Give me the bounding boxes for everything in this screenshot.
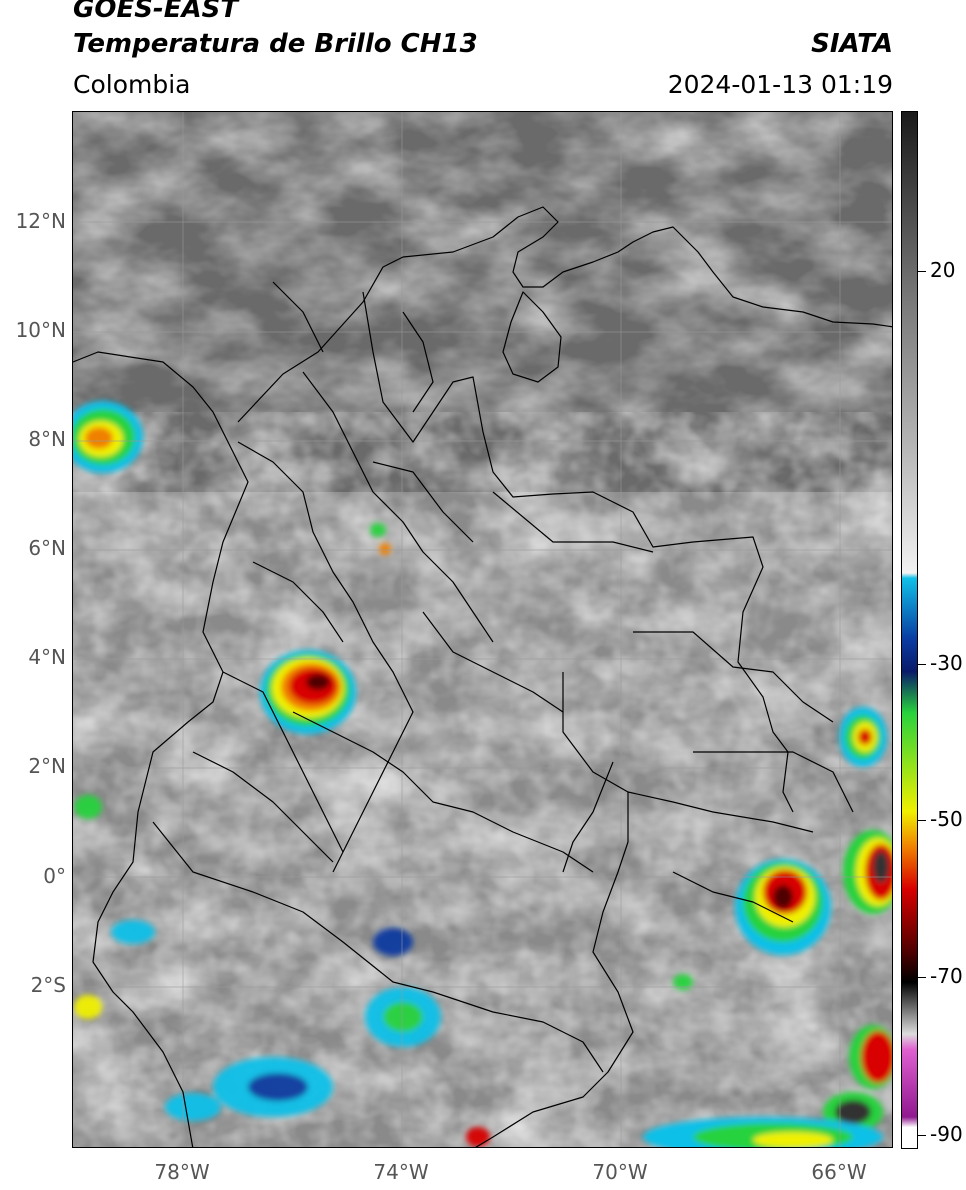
- map-title-satellite: GOES-EAST: [73, 0, 239, 24]
- colorbar-tick-minus90: [918, 1135, 926, 1136]
- convective-cell-east: [735, 859, 831, 955]
- colombia-ecuador-peru-border: [152, 821, 604, 1073]
- lat-label-2S: 2°S: [30, 973, 66, 997]
- lat-label-12N: 12°N: [15, 209, 66, 233]
- lat-label-8N: 8°N: [28, 427, 66, 451]
- lon-label-78W: 78°W: [154, 1160, 210, 1184]
- lat-label-6N: 6°N: [28, 536, 66, 560]
- colorbar-label-minus70: -70: [930, 964, 963, 988]
- scattered-cells-south: [74, 523, 693, 1147]
- lat-label-0: 0°: [43, 864, 66, 888]
- cloud-texture-fine: [73, 412, 892, 1147]
- timestamp-label: 2024-01-13 01:19: [667, 70, 893, 99]
- region-label: Colombia: [73, 70, 191, 99]
- map-title-product: Temperatura de Brillo CH13: [73, 29, 478, 59]
- colombia-venezuela-border: [362, 291, 794, 813]
- department-borders: [192, 281, 594, 873]
- lake-maracaibo: [502, 291, 562, 383]
- brazil-border: [562, 761, 814, 873]
- lat-label-2N: 2°N: [28, 754, 66, 778]
- borders: [73, 206, 892, 1147]
- convective-cell-venezuela: [839, 707, 887, 767]
- colorbar-label-minus90: -90: [930, 1122, 963, 1146]
- colombia-southeast-border: [475, 672, 634, 1147]
- lat-label-4N: 4°N: [28, 645, 66, 669]
- source-label: SIATA: [811, 29, 893, 59]
- colorbar-label-20: 20: [930, 258, 956, 282]
- colorbar-tick-minus50: [918, 820, 926, 821]
- colorbar-label-minus30: -30: [930, 651, 963, 675]
- colorbar-tick-minus70: [918, 977, 926, 978]
- colorbar-tick-minus30: [918, 664, 926, 665]
- venezuela-internal-borders: [492, 491, 854, 923]
- caribbean-coastline: [237, 206, 892, 423]
- convective-cell-southeast: [643, 1025, 892, 1147]
- colorbar-label-minus50: -50: [930, 807, 963, 831]
- convective-cell-central: [260, 650, 356, 734]
- convective-cell-west: [73, 401, 143, 473]
- lat-label-10N: 10°N: [15, 318, 66, 342]
- graticule: [73, 112, 892, 1147]
- pacific-coastline: [73, 351, 249, 1147]
- colorbar-tick-20: [918, 271, 926, 272]
- map-canvas: [73, 112, 892, 1147]
- lon-label-70W: 70°W: [592, 1160, 648, 1184]
- lon-label-66W: 66°W: [811, 1160, 867, 1184]
- convective-cell-far-east: [843, 830, 892, 914]
- satellite-map[interactable]: [72, 111, 893, 1148]
- temperature-colorbar: [901, 111, 918, 1149]
- lon-label-74W: 74°W: [373, 1160, 429, 1184]
